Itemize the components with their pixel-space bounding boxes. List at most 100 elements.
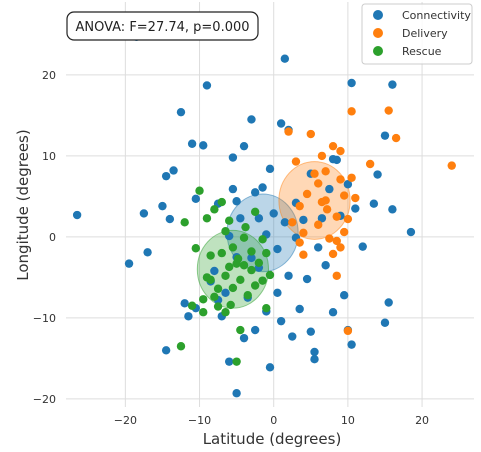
rescue-point [199,295,208,304]
rescue-point [247,265,256,275]
connectivity-point [351,204,360,213]
connectivity-point [184,312,193,321]
delivery-point [339,227,349,237]
delivery-point [336,243,345,252]
rescue-point [213,284,223,293]
delivery-ellipse [278,161,351,240]
annotation-text: ANOVA: F=27.74, p=0.000 [75,20,249,35]
rescue-point [210,205,219,214]
connectivity-point [225,357,234,366]
delivery-point [295,201,304,211]
rescue-point [210,292,219,302]
connectivity-point [347,78,356,88]
connectivity-point [317,214,327,223]
rescue-point [187,301,197,310]
connectivity-point [406,227,416,237]
x-tick-label: −10 [188,414,211,427]
connectivity-point [284,271,293,280]
connectivity-point [280,54,290,63]
rescue-point [258,235,267,244]
connectivity-point [161,346,171,355]
data-points [72,32,456,398]
plot-background [66,2,474,407]
delivery-point [328,141,338,151]
connectivity-point [232,197,241,206]
connectivity-point [176,107,186,117]
delivery-point [322,205,332,214]
connectivity-point [273,288,282,297]
delivery-point [288,218,297,227]
rescue-point [225,216,234,225]
connectivity-point [280,218,290,227]
delivery-point [343,326,353,336]
y-tick-label: −20 [33,393,56,406]
connectivity-point [202,81,212,90]
delivery-point [336,146,345,156]
connectivity-point [325,184,334,194]
delivery-point [306,129,315,139]
connectivity-point [139,209,149,218]
x-axis-label: Latitude (degrees) [203,430,342,448]
rescue-point [226,300,235,310]
delivery-point [365,159,375,169]
connectivity-point [273,244,282,254]
x-tick-label: −20 [114,414,137,427]
delivery-point [332,236,341,246]
tick-labels: −20 −10 0 10 20 −20 −10 0 10 20 [33,69,429,427]
connectivity-point [276,316,286,326]
delivery-point [299,228,308,238]
connectivity-point [169,166,178,175]
y-tick-label: 0 [49,231,56,244]
connectivity-point [247,253,256,263]
connectivity-point [343,180,353,189]
connectivity-point [228,153,238,162]
connectivity-point [310,355,319,364]
connectivity-point [276,119,286,128]
connectivity-point [258,183,267,192]
delivery-point [384,106,393,115]
connectivity-point [388,80,397,89]
connectivity-point [165,214,175,224]
connectivity-point [72,210,82,220]
rescue-point [221,271,230,280]
rescue-point [233,254,243,263]
connectivity-point [221,288,230,297]
rescue-point [206,251,215,260]
rescue-point [243,291,252,300]
rescue-point [228,243,238,252]
rescue-point [217,248,226,258]
rescue-point [265,270,275,280]
connectivity-point [388,205,397,214]
rescue-point [258,276,267,285]
rescue-point [191,244,201,253]
connectivity-point [199,141,208,150]
connectivity-point [180,299,189,308]
rescue-point [262,303,271,313]
delivery-point [314,179,323,188]
rescue-point [217,197,226,207]
rescue-point [250,207,260,216]
rescue-point [232,357,241,366]
rescue-point [239,233,249,242]
delivery-point [447,161,456,170]
rescue-point [199,308,208,317]
connectivity-point [143,248,152,257]
delivery-point [314,220,323,229]
delivery-point [391,133,401,143]
rescue-point [195,186,204,195]
connectivity-point [250,325,260,335]
delivery-point [347,107,356,116]
connectivity-point [265,164,275,174]
delivery-point [321,196,330,205]
rescue-point [239,261,249,270]
connectivity-point [288,332,297,341]
legend-item-delivery: Delivery [373,27,448,40]
rescue-point [250,281,260,290]
connectivity-point [295,304,304,314]
rescue-point [176,342,186,351]
delivery-point [291,157,301,166]
delivery-point [321,167,330,176]
connectivity-point [373,170,382,179]
grid-lines [66,2,474,407]
